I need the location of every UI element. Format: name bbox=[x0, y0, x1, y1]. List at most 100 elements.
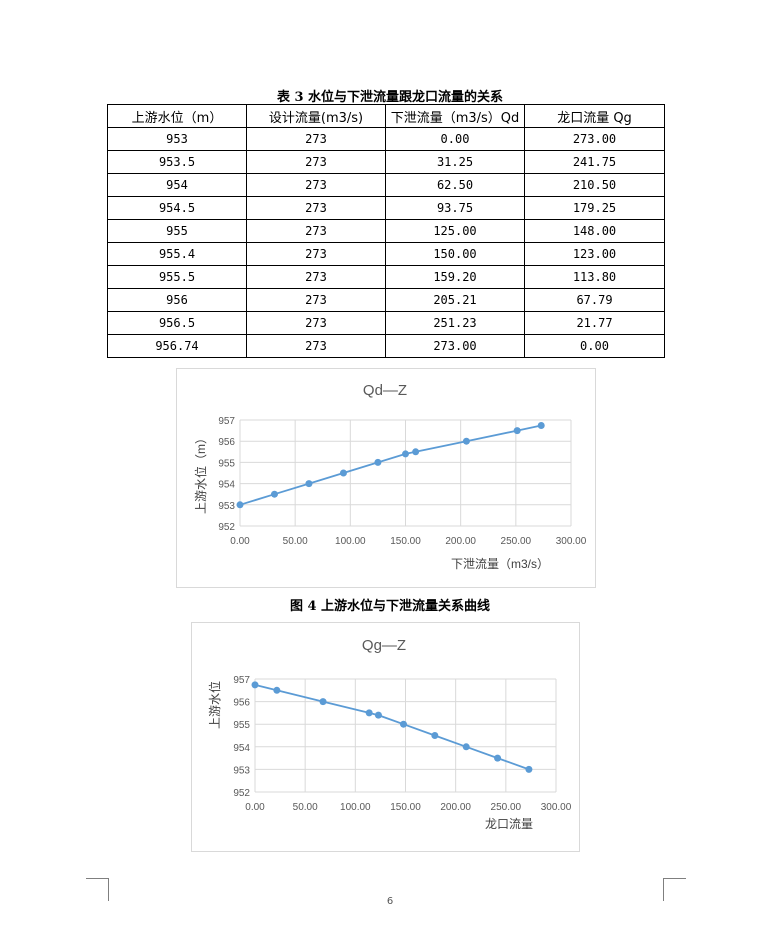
table-cell: 62.50 bbox=[385, 173, 525, 197]
table-cell: 273 bbox=[246, 242, 386, 266]
table-cell: 273 bbox=[246, 196, 386, 220]
table-cell: 954 bbox=[107, 173, 247, 197]
table-row: 954 273 62.50 210.50 bbox=[107, 173, 665, 197]
table-cell: 67.79 bbox=[524, 288, 665, 312]
table-cell: 273 bbox=[246, 334, 386, 358]
x-tick-label: 300.00 bbox=[541, 802, 572, 813]
table-cell: 955.5 bbox=[107, 265, 247, 289]
table-cell: 956 bbox=[107, 288, 247, 312]
y-tick-label: 957 bbox=[233, 675, 250, 686]
table-cell: 210.50 bbox=[524, 173, 665, 197]
y-tick-label: 955 bbox=[218, 458, 235, 469]
table-cell: 0.00 bbox=[385, 127, 525, 151]
table-cell: 956.5 bbox=[107, 311, 247, 335]
data-point bbox=[494, 754, 502, 762]
table-cell: 273 bbox=[246, 265, 386, 289]
x-tick-label: 100.00 bbox=[335, 536, 366, 547]
y-tick-label: 952 bbox=[218, 522, 235, 533]
table-cell: 955.4 bbox=[107, 242, 247, 266]
data-point bbox=[319, 698, 327, 706]
x-tick-label: 50.00 bbox=[283, 536, 308, 547]
table-cell: 159.20 bbox=[385, 265, 525, 289]
table-cell: 21.77 bbox=[524, 311, 665, 335]
y-tick-label: 956 bbox=[218, 437, 235, 448]
data-point bbox=[365, 709, 373, 717]
header-gap-flow: 龙口流量 Qg bbox=[524, 104, 665, 128]
table-cell: 953 bbox=[107, 127, 247, 151]
x-axis-label: 龙口流量 bbox=[485, 817, 533, 831]
table-caption: 表 3 水位与下泄流量跟龙口流量的关系 bbox=[276, 90, 504, 105]
x-tick-label: 250.00 bbox=[501, 536, 532, 547]
table-row: 956.74 273 273.00 0.00 bbox=[107, 334, 665, 358]
y-tick-label: 954 bbox=[218, 480, 235, 491]
table-cell: 0.00 bbox=[524, 334, 665, 358]
table-cell: 273 bbox=[246, 311, 386, 335]
data-point bbox=[399, 720, 407, 728]
page-number: 6 bbox=[386, 896, 394, 907]
x-tick-label: 150.00 bbox=[390, 536, 421, 547]
y-axis-label: 上游水位（m） bbox=[193, 432, 208, 514]
table-cell: 123.00 bbox=[524, 242, 665, 266]
x-axis-label: 下泄流量（m3/s） bbox=[451, 557, 549, 571]
header-upstream-level: 上游水位（m） bbox=[107, 104, 247, 128]
table-cell: 273 bbox=[246, 219, 386, 243]
table-cell: 241.75 bbox=[524, 150, 665, 174]
data-point bbox=[513, 427, 521, 435]
data-point bbox=[270, 490, 278, 498]
table-row: 955 273 125.00 148.00 bbox=[107, 219, 665, 243]
table-cell: 273 bbox=[246, 127, 386, 151]
header-discharge-flow: 下泄流量（m3/s）Qd bbox=[385, 104, 525, 128]
table-cell: 273.00 bbox=[385, 334, 525, 358]
y-tick-label: 956 bbox=[233, 698, 250, 709]
series-line bbox=[239, 424, 542, 506]
y-tick-label: 954 bbox=[233, 743, 250, 754]
x-tick-label: 0.00 bbox=[245, 802, 265, 813]
y-tick-label: 953 bbox=[233, 765, 250, 776]
table-row: 956 273 205.21 67.79 bbox=[107, 288, 665, 312]
figure-4-caption: 图 4 上游水位与下泄流量关系曲线 bbox=[289, 599, 491, 614]
data-point bbox=[402, 450, 409, 458]
data-point bbox=[412, 448, 420, 456]
chart-title: Qg—Z bbox=[362, 637, 406, 654]
y-tick-label: 952 bbox=[233, 788, 250, 799]
table-row: 955.5 273 159.20 113.80 bbox=[107, 265, 665, 289]
table-cell: 251.23 bbox=[385, 311, 525, 335]
data-point bbox=[374, 458, 382, 466]
x-tick-label: 100.00 bbox=[340, 802, 371, 813]
table-cell: 273 bbox=[246, 288, 386, 312]
table-cell: 93.75 bbox=[385, 196, 525, 220]
table-cell: 31.25 bbox=[385, 150, 525, 174]
data-point bbox=[273, 686, 281, 694]
chart-qg-z: Qg—Z 952 953 954 955 956 957 0.00 50.00 100.00 150… bbox=[191, 622, 580, 852]
page-corner-right bbox=[663, 878, 686, 901]
table-cell: 150.00 bbox=[385, 242, 525, 266]
table-row: 956.5 273 251.23 21.77 bbox=[107, 311, 665, 335]
x-tick-label: 200.00 bbox=[445, 536, 476, 547]
table-cell: 955 bbox=[107, 219, 247, 243]
series-line bbox=[254, 684, 530, 771]
table-cell: 273 bbox=[246, 173, 386, 197]
data-point bbox=[462, 743, 470, 751]
table-header-row: 上游水位（m） 设计流量(m3/s) 下泄流量（m3/s）Qd 龙口流量 Qg bbox=[107, 104, 665, 128]
y-tick-label: 955 bbox=[233, 720, 250, 731]
table-cell: 148.00 bbox=[524, 219, 665, 243]
x-tick-label: 50.00 bbox=[293, 802, 318, 813]
header-design-flow: 设计流量(m3/s) bbox=[246, 104, 386, 128]
y-tick-label: 957 bbox=[218, 416, 235, 427]
y-tick-label: 953 bbox=[218, 501, 235, 512]
data-point bbox=[251, 681, 259, 689]
y-axis-label: 上游水位 bbox=[207, 681, 222, 729]
table-cell: 954.5 bbox=[107, 196, 247, 220]
data-point bbox=[339, 469, 347, 477]
table-cell: 953.5 bbox=[107, 150, 247, 174]
x-tick-label: 250.00 bbox=[491, 802, 522, 813]
data-point bbox=[431, 732, 439, 739]
chart-qd-z-svg: Qd—Z 952 953 954 955 956 957 0.00 50.00 100.00 150… bbox=[193, 382, 587, 571]
data-point bbox=[462, 437, 470, 445]
x-tick-label: 200.00 bbox=[440, 802, 471, 813]
table-cell: 956.74 bbox=[107, 334, 247, 358]
table-cell: 205.21 bbox=[385, 288, 525, 312]
table-cell: 179.25 bbox=[524, 196, 665, 220]
page-corner-left bbox=[86, 878, 109, 901]
table-cell: 273.00 bbox=[524, 127, 665, 151]
